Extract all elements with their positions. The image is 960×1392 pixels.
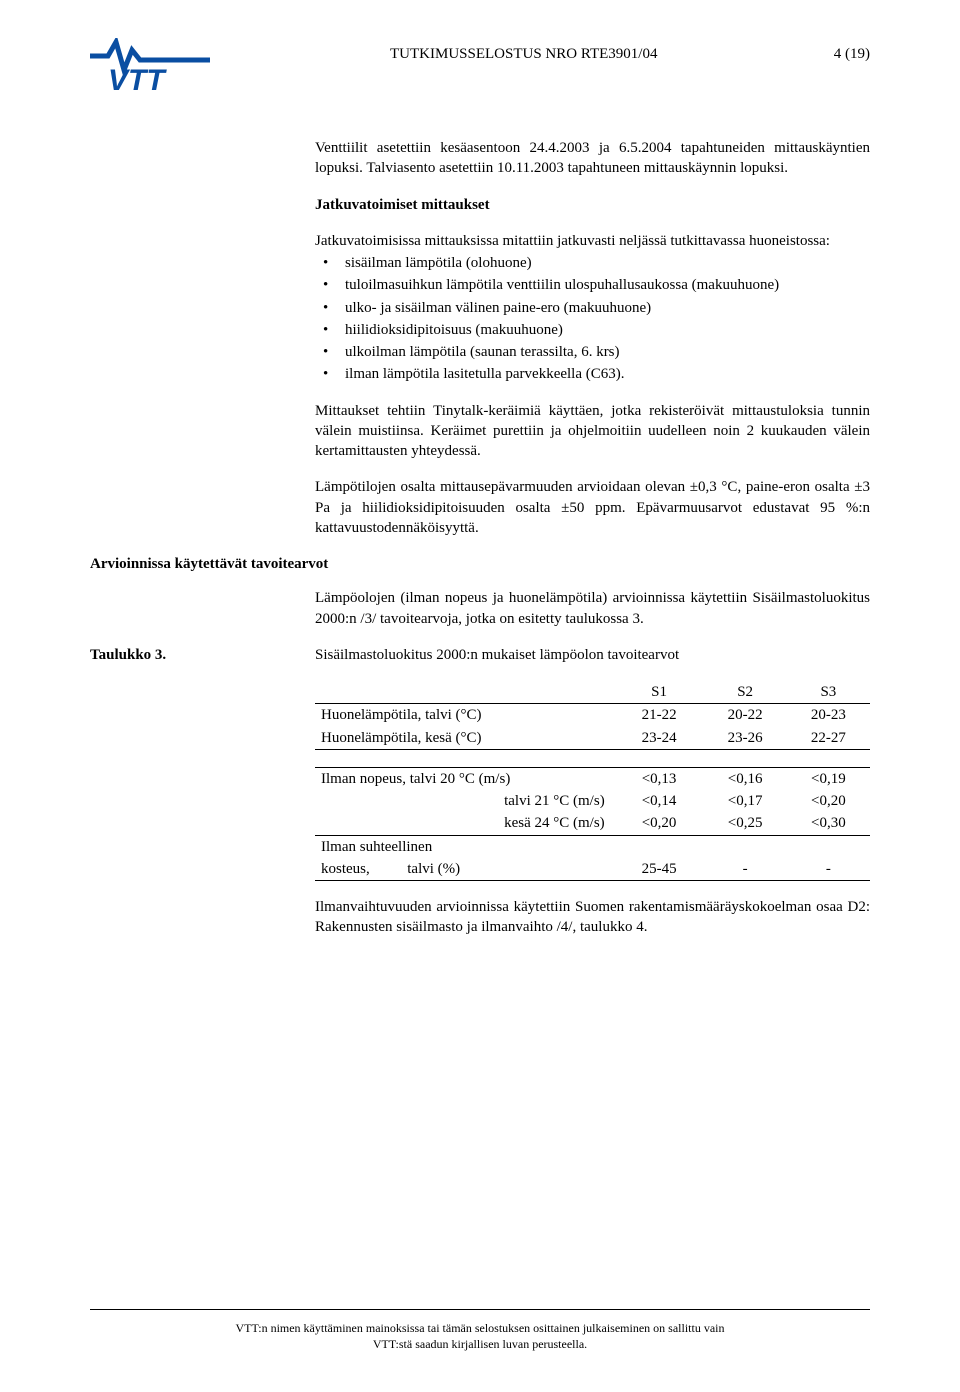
cell <box>703 835 786 858</box>
table-3: S1 S2 S3 Huonelämpötila, talvi (°C) 21-2… <box>315 681 870 881</box>
footer-rule <box>90 1309 870 1310</box>
cell: <0,30 <box>787 812 870 835</box>
cell-label: talvi 21 °C (m/s) <box>315 790 615 812</box>
paragraph-tinytalk: Mittaukset tehtiin Tinytalk-keräimiä käy… <box>315 401 870 462</box>
body-block-1: Venttiilit asetettiin kesäasentoon 24.4.… <box>315 138 870 538</box>
th-s1: S1 <box>615 681 704 704</box>
table-label: Taulukko 3. <box>90 645 315 665</box>
bullet-item: ulko- ja sisäilman välinen paine-ero (ma… <box>315 298 870 318</box>
subheading-measurements: Jatkuvatoimiset mittaukset <box>315 195 870 215</box>
cell: <0,19 <box>787 767 870 790</box>
cell: <0,16 <box>703 767 786 790</box>
bullet-item: sisäilman lämpötila (olohuone) <box>315 253 870 273</box>
th-s3: S3 <box>787 681 870 704</box>
cell: 22-27 <box>787 727 870 750</box>
thermal-table: S1 S2 S3 Huonelämpötila, talvi (°C) 21-2… <box>315 681 870 881</box>
table-row: kosteus, talvi (%) 25-45 - - <box>315 858 870 881</box>
bullet-item: ilman lämpötila lasitetulla parvekkeella… <box>315 364 870 384</box>
cell: <0,25 <box>703 812 786 835</box>
closing-paragraph: Ilmanvaihtuvuuden arvioinnissa käytettii… <box>315 897 870 938</box>
cell-label: kesä 24 °C (m/s) <box>315 812 615 835</box>
cell-label: Huonelämpötila, talvi (°C) <box>315 704 615 727</box>
bullet-item: hiilidioksidipitoisuus (makuuhuone) <box>315 320 870 340</box>
cell: <0,13 <box>615 767 704 790</box>
intro-paragraph: Venttiilit asetettiin kesäasentoon 24.4.… <box>315 138 870 179</box>
cell-label: kosteus, talvi (%) <box>315 858 615 881</box>
cell <box>615 835 704 858</box>
paragraph-uncertainty: Lämpötilojen osalta mittausepävarmuuden … <box>315 477 870 538</box>
body-block-2: Lämpöolojen (ilman nopeus ja huonelämpöt… <box>315 588 870 629</box>
table-row: kesä 24 °C (m/s) <0,20 <0,25 <0,30 <box>315 812 870 835</box>
table-row: Huonelämpötila, talvi (°C) 21-22 20-22 2… <box>315 704 870 727</box>
page-header: VTT TUTKIMUSSELOSTUS NRO RTE3901/04 4 (1… <box>90 38 870 98</box>
table-caption: Sisäilmastoluokitus 2000:n mukaiset lämp… <box>315 645 870 665</box>
table-spacer-row <box>315 749 870 767</box>
th-s2: S2 <box>703 681 786 704</box>
cell: <0,20 <box>615 812 704 835</box>
table-row: Ilman nopeus, talvi 20 °C (m/s) <0,13 <0… <box>315 767 870 790</box>
logo-text: VTT <box>108 64 167 97</box>
doc-title: TUTKIMUSSELOSTUS NRO RTE3901/04 <box>390 44 657 64</box>
section-heading-targets: Arvioinnissa käytettävät tavoitearvot <box>90 554 870 574</box>
page-number: 4 (19) <box>834 44 870 64</box>
cell: - <box>787 858 870 881</box>
cell: 23-26 <box>703 727 786 750</box>
table-header-row: S1 S2 S3 <box>315 681 870 704</box>
spacer-cell <box>315 749 870 767</box>
measurement-bullets: sisäilman lämpötila (olohuone) tuloilmas… <box>315 253 870 385</box>
body-block-3: Ilmanvaihtuvuuden arvioinnissa käytettii… <box>315 897 870 938</box>
vtt-logo: VTT <box>90 38 210 98</box>
bullet-item: ulkoilman lämpötila (saunan terassilta, … <box>315 342 870 362</box>
cell: 20-22 <box>703 704 786 727</box>
targets-intro: Lämpöolojen (ilman nopeus ja huonelämpöt… <box>315 588 870 629</box>
footer-line-1: VTT:n nimen käyttäminen mainoksissa tai … <box>90 1320 870 1336</box>
table-row: Ilman suhteellinen <box>315 835 870 858</box>
cell-label: Huonelämpötila, kesä (°C) <box>315 727 615 750</box>
bullet-item: tuloilmasuihkun lämpötila venttiilin ulo… <box>315 275 870 295</box>
footer-line-2: VTT:stä saadun kirjallisen luvan peruste… <box>90 1336 870 1352</box>
cell-label: Ilman nopeus, talvi 20 °C (m/s) <box>315 767 615 790</box>
cell: 23-24 <box>615 727 704 750</box>
cell: 25-45 <box>615 858 704 881</box>
bullets-intro: Jatkuvatoimisissa mittauksissa mitattiin… <box>315 231 870 251</box>
table-row: Huonelämpötila, kesä (°C) 23-24 23-26 22… <box>315 727 870 750</box>
cell: 21-22 <box>615 704 704 727</box>
cell: 20-23 <box>787 704 870 727</box>
cell: <0,20 <box>787 790 870 812</box>
header-text-block: TUTKIMUSSELOSTUS NRO RTE3901/04 4 (19) <box>210 38 870 64</box>
table-caption-row: Taulukko 3. Sisäilmastoluokitus 2000:n m… <box>90 645 870 665</box>
cell <box>787 835 870 858</box>
cell-label: Ilman suhteellinen <box>315 835 615 858</box>
table-row: talvi 21 °C (m/s) <0,14 <0,17 <0,20 <box>315 790 870 812</box>
page-footer: VTT:n nimen käyttäminen mainoksissa tai … <box>90 1309 870 1352</box>
cell: <0,17 <box>703 790 786 812</box>
th-blank <box>315 681 615 704</box>
cell: <0,14 <box>615 790 704 812</box>
cell: - <box>703 858 786 881</box>
